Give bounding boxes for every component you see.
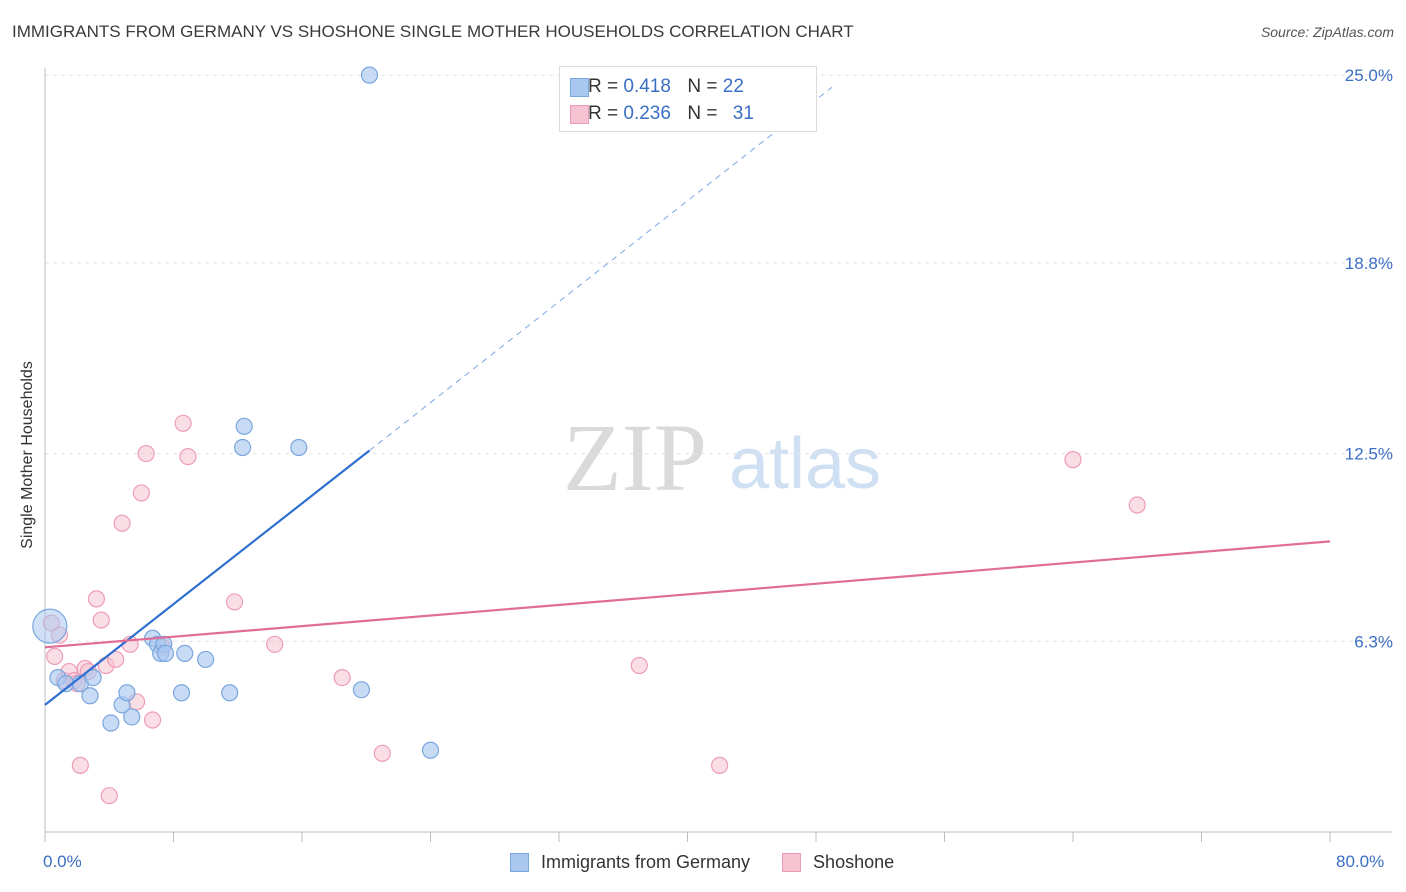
germany-trendline-extension <box>369 86 833 452</box>
germany-point <box>123 708 141 726</box>
x-tick-label-max: 80.0% <box>1336 852 1385 871</box>
germany-point <box>352 681 371 699</box>
shoshone-point <box>87 590 106 608</box>
shoshone-point <box>373 744 391 762</box>
r-label: R = <box>588 76 619 97</box>
germany-point <box>176 644 194 662</box>
y-tick-label: 18.8% <box>1345 254 1393 273</box>
shoshone-point <box>711 756 729 774</box>
shoshone-point <box>144 711 162 729</box>
shoshone-point <box>107 650 125 669</box>
y-tick-label: 12.5% <box>1345 445 1393 464</box>
n-label: N = <box>687 76 718 97</box>
germany-trendline <box>44 449 371 706</box>
shoshone-trendline <box>44 540 1331 649</box>
legend-label: Immigrants from Germany <box>541 852 751 872</box>
shoshone-point <box>333 668 351 687</box>
legend-item-shoshone: Shoshone <box>782 852 894 873</box>
shoshone-point <box>132 484 150 502</box>
x-tick-label-min: 0.0% <box>43 852 82 871</box>
shoshone-point <box>46 647 64 666</box>
shoshone-point <box>92 611 110 629</box>
shoshone-point <box>266 635 284 653</box>
shoshone-point <box>225 593 244 611</box>
legend-row-germany: R = 0.418 N = 22 <box>570 75 744 99</box>
germany-point <box>197 650 215 669</box>
shoshone-point <box>100 787 118 805</box>
n-label: N = <box>687 103 718 124</box>
germany-point <box>360 66 379 84</box>
source-label: Source: ZipAtlas.com <box>1260 24 1394 40</box>
germany-point <box>421 741 440 759</box>
germany-point <box>156 644 175 662</box>
legend-item-germany: Immigrants from Germany <box>510 852 750 873</box>
germany-point <box>235 417 253 435</box>
y-axis-title: Single Mother Households <box>19 361 36 549</box>
germany-point <box>84 668 102 687</box>
n-value: 22 <box>722 76 744 97</box>
germany-point <box>81 687 99 705</box>
blue-swatch <box>570 78 589 97</box>
shoshone-point <box>71 756 89 774</box>
r-label: R = <box>588 103 619 124</box>
pink-swatch <box>570 105 589 124</box>
germany-point <box>221 684 239 702</box>
legend-row-shoshone: R = 0.236 N = 31 <box>570 102 754 126</box>
series-legend: Immigrants from Germany Shoshone <box>510 852 926 873</box>
y-tick-label: 6.3% <box>1354 632 1393 651</box>
shoshone-point <box>174 414 192 432</box>
r-value: 0.418 <box>623 76 671 97</box>
shoshone-point <box>179 447 197 466</box>
watermark-atlas: atlas <box>729 424 881 504</box>
germany-point <box>290 438 308 457</box>
chart-title: IMMIGRANTS FROM GERMANY VS SHOSHONE SING… <box>12 22 854 41</box>
pink-swatch <box>782 853 802 872</box>
shoshone-point <box>1128 496 1146 514</box>
germany-point <box>102 714 120 732</box>
shoshone-point <box>137 444 155 463</box>
correlation-legend: R = 0.418 N = 22 R = 0.236 N = 31 <box>559 66 817 132</box>
y-tick-label: 25.0% <box>1345 66 1393 85</box>
n-value: 31 <box>732 103 754 124</box>
shoshone-point <box>630 656 648 675</box>
r-value: 0.236 <box>623 103 671 124</box>
shoshone-point <box>113 514 131 532</box>
watermark-zip: ZIP <box>563 404 707 511</box>
germany-point <box>32 608 68 644</box>
germany-point <box>233 438 252 457</box>
germany-point <box>172 684 191 702</box>
shoshone-point <box>1064 451 1082 469</box>
legend-label: Shoshone <box>813 852 895 872</box>
blue-swatch <box>510 853 529 872</box>
germany-point <box>118 684 136 702</box>
